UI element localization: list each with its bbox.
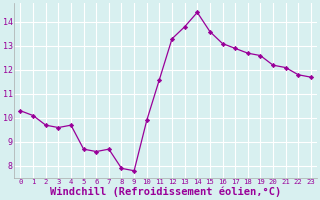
X-axis label: Windchill (Refroidissement éolien,°C): Windchill (Refroidissement éolien,°C) bbox=[50, 187, 281, 197]
